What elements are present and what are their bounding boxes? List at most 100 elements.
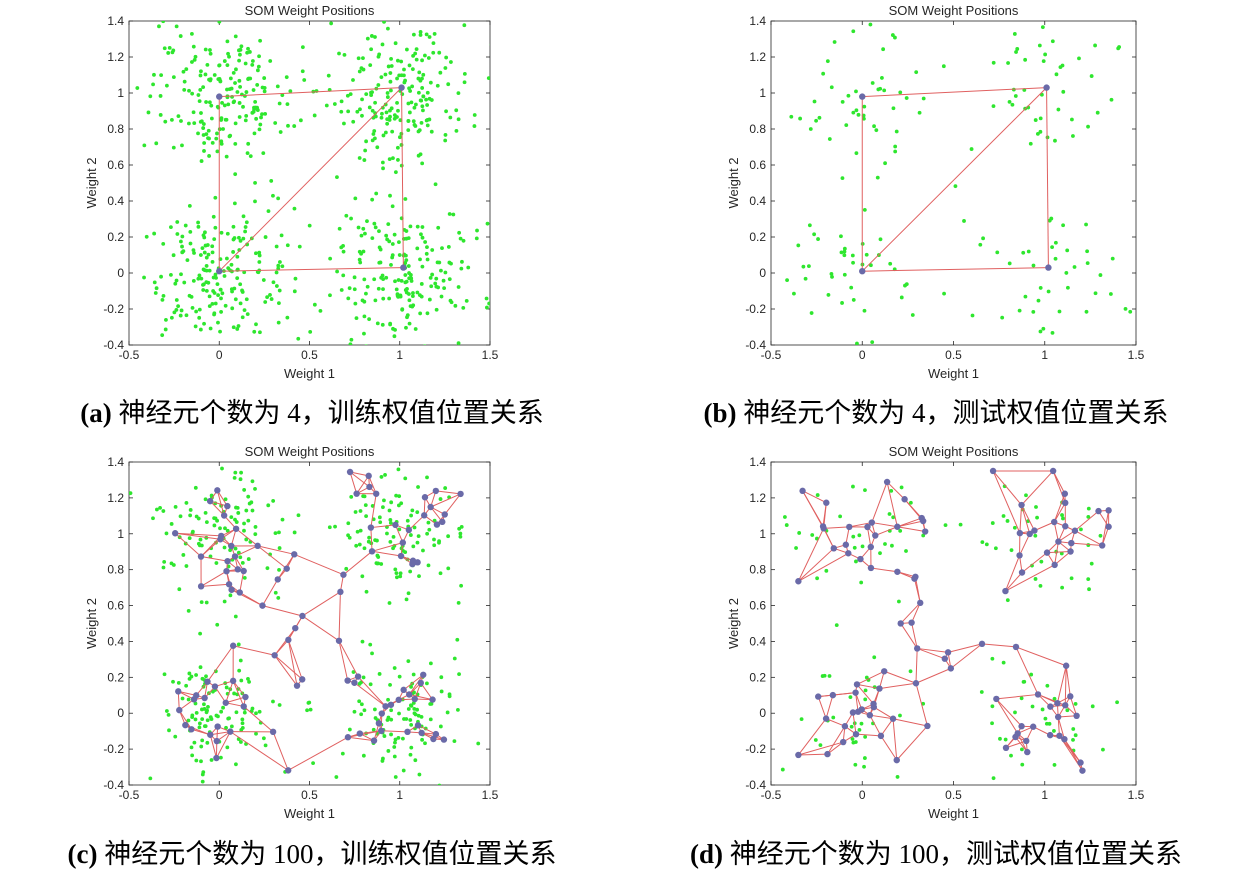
data-point [446, 711, 450, 715]
data-point [437, 349, 441, 353]
data-point [1036, 132, 1040, 136]
data-point [1115, 700, 1119, 704]
data-point [789, 115, 793, 119]
neuron-node [299, 676, 305, 682]
neuron-node [378, 728, 384, 734]
data-point [830, 85, 834, 89]
data-point [898, 714, 902, 718]
data-point [1013, 32, 1017, 36]
neuron-node [214, 738, 220, 744]
data-point [437, 541, 441, 545]
data-point [385, 110, 389, 114]
chart-title: SOM Weight Positions [245, 444, 375, 459]
x-tick-label: 0.5 [945, 348, 962, 362]
data-point [1099, 273, 1103, 277]
data-point [425, 532, 429, 536]
data-point [1021, 251, 1025, 255]
caption-b-text: 神经元个数为 4，测试权值位置关系 [737, 398, 1169, 428]
data-point [243, 576, 247, 580]
data-point [461, 306, 465, 310]
x-axis-label: Weight 1 [284, 366, 335, 381]
neuron-node [224, 503, 230, 509]
data-point [895, 130, 899, 134]
data-point [234, 34, 238, 38]
data-point [991, 521, 995, 525]
data-point [888, 512, 892, 516]
y-tick-label: 1 [759, 527, 766, 541]
neuron-node [859, 93, 865, 99]
data-point [190, 714, 194, 718]
data-point [859, 581, 863, 585]
data-point [423, 741, 427, 745]
data-point [357, 56, 361, 60]
neuron-node [420, 672, 426, 678]
neuron-node [1044, 549, 1050, 555]
data-point [389, 80, 393, 84]
data-point [1055, 72, 1059, 76]
data-point [426, 258, 430, 262]
data-point [230, 724, 234, 728]
data-point [243, 230, 247, 234]
data-point [216, 293, 220, 297]
data-point [241, 105, 245, 109]
data-point [1054, 241, 1058, 245]
data-point [370, 34, 374, 38]
data-point [399, 501, 403, 505]
data-point [851, 111, 855, 115]
data-point [204, 73, 208, 77]
data-point [855, 108, 859, 112]
data-point [334, 775, 338, 779]
data-point [305, 708, 309, 712]
chart-title: SOM Weight Positions [889, 3, 1019, 18]
data-point [277, 530, 281, 534]
neuron-node [275, 576, 281, 582]
data-point [274, 531, 278, 535]
data-point [274, 591, 278, 595]
data-point [1034, 118, 1038, 122]
caption-c-text: 神经元个数为 100，训练权值位置关系 [97, 839, 556, 869]
data-point [246, 142, 250, 146]
data-point [439, 725, 443, 729]
data-point [286, 124, 290, 128]
data-point [361, 56, 365, 60]
neuron-node [872, 532, 878, 538]
y-tick-label: -0.2 [745, 742, 766, 756]
data-point [301, 45, 305, 49]
data-point [202, 149, 206, 153]
data-point [145, 235, 149, 239]
data-point [270, 297, 274, 301]
data-point [199, 253, 203, 257]
data-point [1144, 320, 1148, 324]
data-point [200, 717, 204, 721]
y-tick-label: 0.6 [749, 158, 766, 172]
data-point [814, 738, 818, 742]
data-point [192, 279, 196, 283]
data-point [485, 297, 489, 301]
data-point [409, 514, 413, 518]
data-point [184, 67, 188, 71]
data-point [387, 239, 391, 243]
neuron-node [1018, 723, 1024, 729]
data-point [490, 43, 494, 47]
data-point [190, 92, 194, 96]
data-point [151, 516, 155, 520]
data-point [1020, 763, 1024, 767]
data-point [372, 728, 376, 732]
data-point [1060, 513, 1064, 517]
data-point [271, 499, 275, 503]
data-point [372, 129, 376, 133]
data-point [360, 66, 364, 70]
data-point [280, 264, 284, 268]
neuron-node [894, 524, 900, 530]
data-point [161, 298, 165, 302]
data-point [1035, 516, 1039, 520]
data-point [373, 101, 377, 105]
data-point [169, 225, 173, 229]
data-point [349, 495, 353, 499]
data-point [990, 657, 994, 661]
data-point [386, 222, 390, 226]
neuron-node [433, 731, 439, 737]
data-point [415, 246, 419, 250]
data-point [1008, 100, 1012, 104]
data-point [428, 35, 432, 39]
